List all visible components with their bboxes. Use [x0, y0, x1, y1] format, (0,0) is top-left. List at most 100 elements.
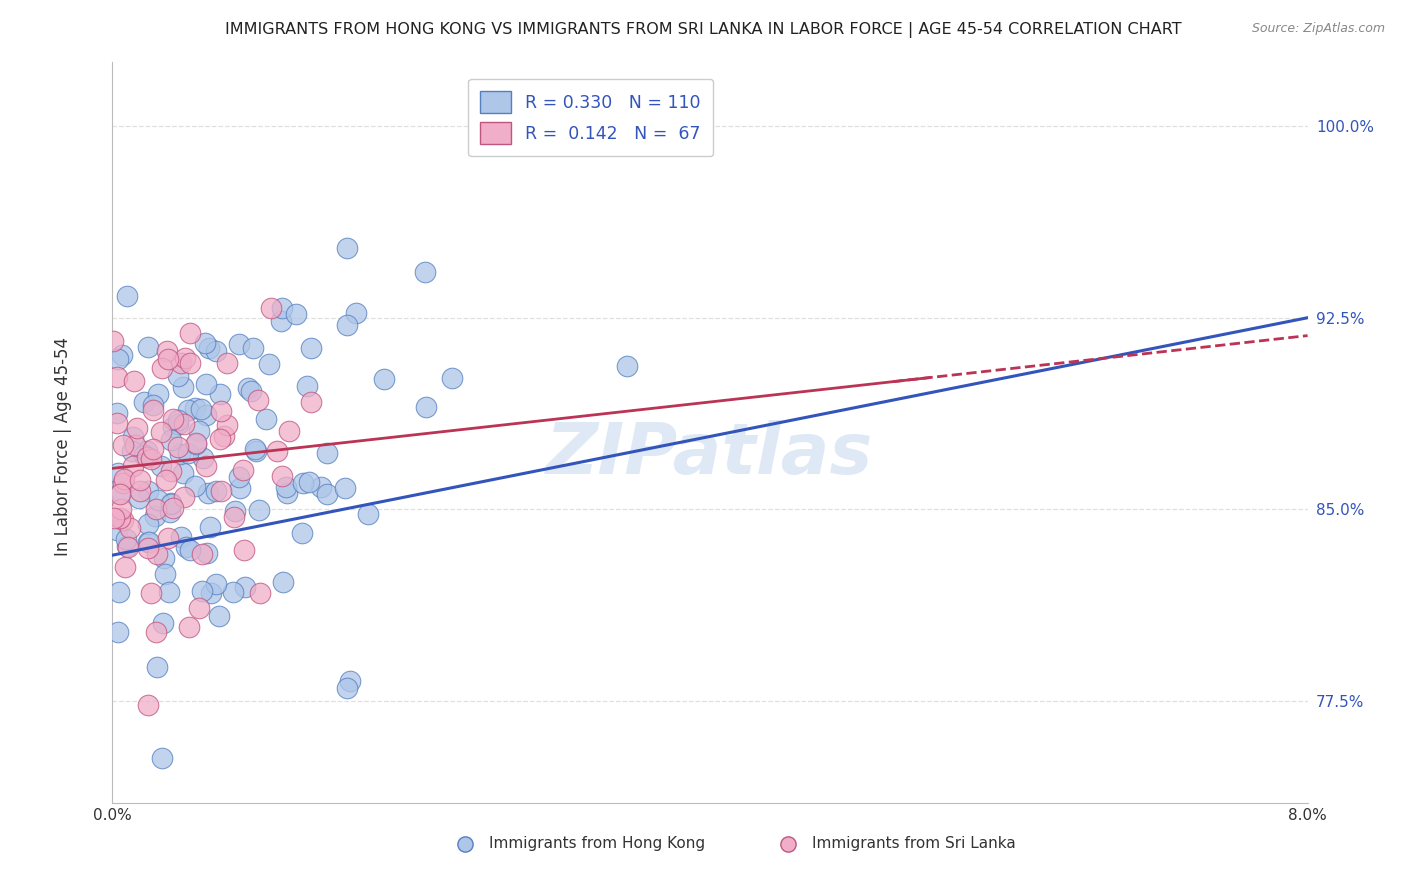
Point [195, 546, 218, 560]
Point [184, 479, 207, 493]
Point [105, 416, 128, 430]
Point [111, 513, 134, 527]
Point [194, 336, 217, 351]
Point [285, 307, 308, 321]
Point [194, 377, 217, 392]
Text: Immigrants from Hong Kong: Immigrants from Hong Kong [489, 836, 704, 851]
Text: IMMIGRANTS FROM HONG KONG VS IMMIGRANTS FROM SRI LANKA IN LABOR FORCE | AGE 45-5: IMMIGRANTS FROM HONG KONG VS IMMIGRANTS … [225, 22, 1181, 38]
Point [146, 493, 169, 508]
Point [143, 508, 166, 523]
Point [167, 369, 190, 384]
Point [134, 448, 156, 462]
Point [195, 408, 218, 422]
Point [208, 609, 231, 624]
Point [173, 417, 195, 431]
Point [112, 472, 135, 486]
Point [316, 446, 339, 460]
Point [240, 384, 263, 399]
Point [110, 502, 132, 516]
Point [236, 381, 259, 395]
Point [413, 264, 436, 278]
Point [105, 523, 128, 537]
Point [118, 520, 141, 534]
Point [160, 433, 183, 447]
Text: Source: ZipAtlas.com: Source: ZipAtlas.com [1251, 22, 1385, 36]
Point [153, 566, 176, 581]
Point [170, 356, 193, 370]
Point [108, 585, 131, 599]
Point [197, 341, 219, 355]
Point [136, 484, 159, 499]
Point [224, 504, 246, 518]
Point [152, 616, 174, 631]
Point [162, 500, 184, 515]
Point [129, 483, 152, 498]
Point [128, 491, 150, 506]
Point [103, 511, 125, 525]
Point [107, 466, 129, 480]
Point [134, 395, 156, 409]
Point [166, 417, 188, 432]
Point [228, 469, 250, 483]
Point [204, 577, 226, 591]
Point [336, 681, 359, 696]
Point [156, 343, 179, 358]
Point [277, 424, 299, 438]
Point [173, 491, 195, 505]
Point [136, 698, 159, 713]
Point [197, 486, 219, 500]
Point [198, 520, 221, 534]
Point [122, 459, 145, 474]
Point [121, 444, 143, 458]
Point [176, 402, 198, 417]
Point [129, 473, 152, 487]
Point [136, 535, 159, 549]
Point [177, 619, 200, 633]
Point [441, 371, 464, 385]
Point [115, 539, 138, 553]
Point [259, 357, 281, 371]
Point [145, 624, 167, 639]
Point [160, 497, 183, 511]
Point [111, 475, 134, 490]
Point [167, 413, 190, 427]
Point [136, 450, 159, 464]
Point [249, 586, 271, 600]
Point [194, 458, 217, 473]
Point [142, 398, 165, 412]
Point [291, 525, 314, 540]
Point [191, 583, 214, 598]
Point [232, 462, 254, 476]
Point [200, 586, 222, 600]
Point [146, 548, 169, 562]
Point [299, 341, 322, 355]
Point [228, 337, 250, 351]
Point [125, 420, 148, 434]
Point [146, 660, 169, 674]
Point [245, 442, 267, 457]
Point [233, 542, 256, 557]
Point [150, 458, 173, 473]
Point [124, 374, 146, 388]
Point [357, 507, 380, 521]
Point [270, 301, 292, 316]
Point [105, 369, 128, 384]
Text: Immigrants from Sri Lanka: Immigrants from Sri Lanka [811, 836, 1015, 851]
Point [107, 352, 129, 367]
Point [519, 103, 541, 117]
Point [176, 446, 198, 460]
Point [170, 530, 193, 544]
Point [208, 432, 231, 446]
Point [309, 480, 332, 494]
Point [145, 502, 167, 516]
Point [124, 438, 146, 452]
Point [247, 502, 270, 516]
Point [297, 379, 319, 393]
Point [146, 386, 169, 401]
Point [157, 584, 180, 599]
Point [233, 580, 256, 594]
Point [108, 510, 131, 524]
Legend: R = 0.330   N = 110, R =  0.142   N =  67: R = 0.330 N = 110, R = 0.142 N = 67 [468, 78, 713, 156]
Point [274, 480, 297, 494]
Point [211, 484, 233, 499]
